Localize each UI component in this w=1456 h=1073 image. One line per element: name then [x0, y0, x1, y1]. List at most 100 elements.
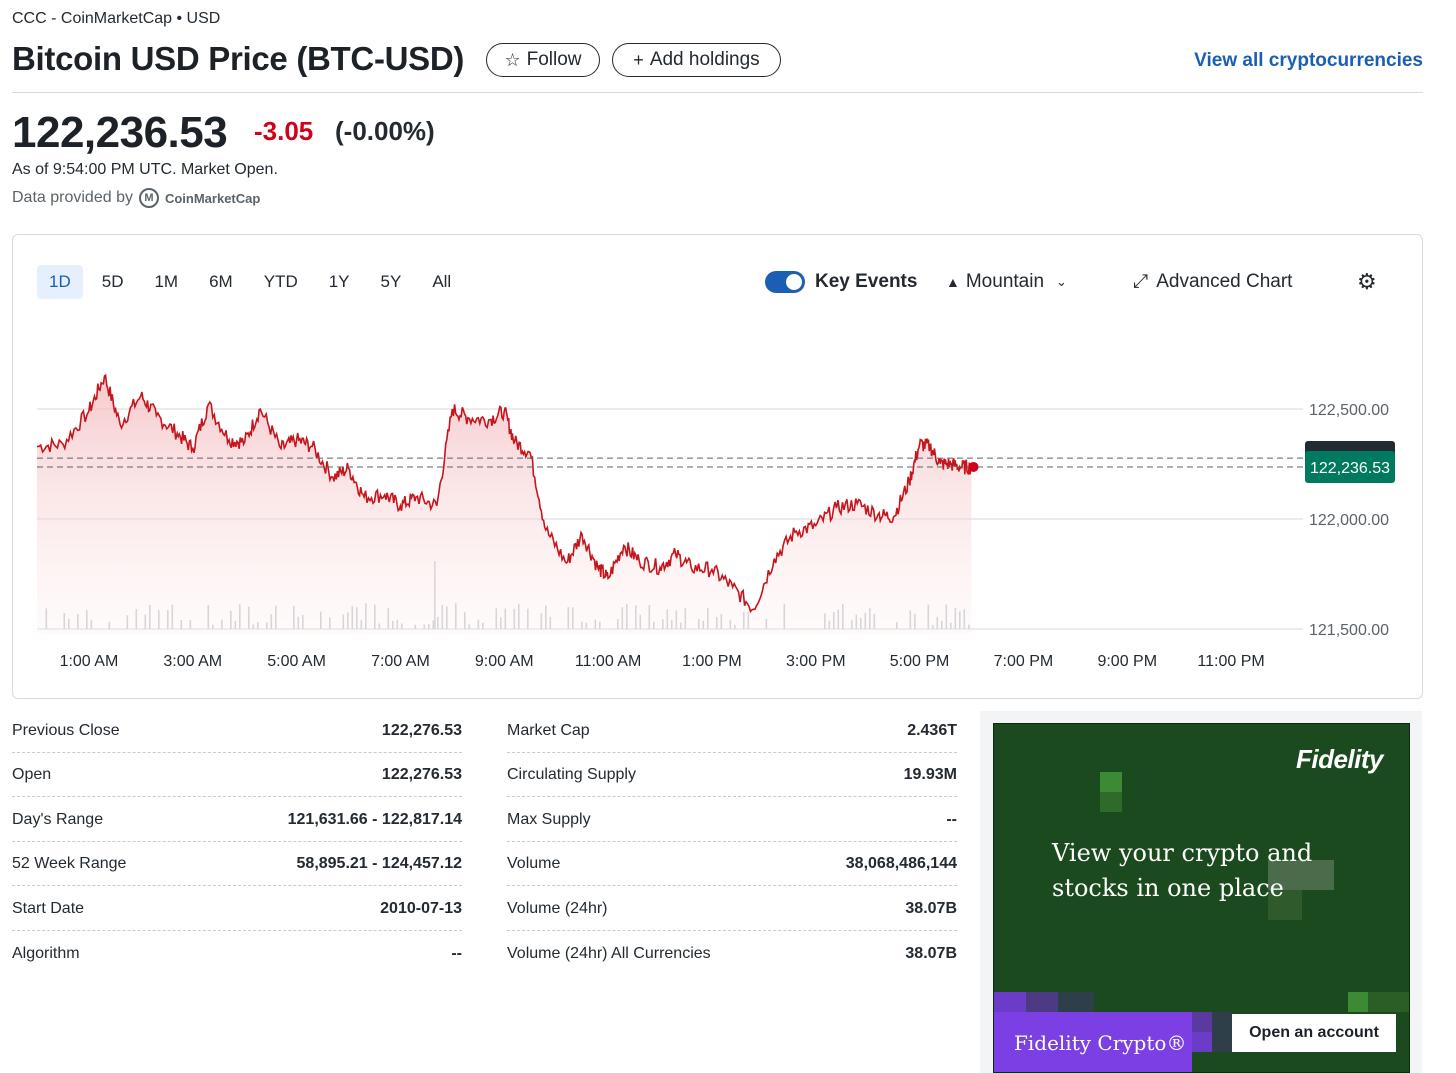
y-tick-label: 121,500.00 [1309, 622, 1389, 639]
follow-label: Follow [526, 49, 582, 70]
stat-label: Start Date [12, 899, 85, 917]
page-title: Bitcoin USD Price (BTC-USD) [12, 40, 465, 77]
x-tick-label: 7:00 PM [994, 653, 1054, 670]
provider-name: CoinMarketCap [164, 190, 261, 206]
coinmarketcap-icon: M [138, 188, 159, 208]
price-change-percent: (-0.00%) [335, 116, 435, 146]
stat-label: Volume (24hr) All Currencies [507, 944, 711, 962]
stat-label: Algorithm [12, 944, 80, 962]
stat-row: 52 Week Range 58,895.21 - 124,457.12 [12, 842, 462, 886]
as-of-time: As of 9:54:00 PM UTC. Market Open. [12, 161, 278, 178]
stat-value: 2010-07-13 [380, 899, 462, 917]
add-holdings-label: Add holdings [649, 49, 760, 70]
x-tick-label: 1:00 AM [60, 653, 119, 670]
x-tick-label: 9:00 PM [1097, 653, 1157, 670]
x-tick-label: 5:00 PM [890, 653, 950, 670]
stat-row: Start Date 2010-07-13 [12, 886, 462, 931]
price-line [37, 373, 972, 614]
stat-value: 122,276.53 [381, 721, 462, 739]
price-chart[interactable]: 122,500.00 122,000.00 121,500.00 1:00 AM 3:… [13, 315, 1422, 695]
chart-type-label: Mountain [965, 271, 1045, 292]
x-tick-label: 11:00 PM [1197, 653, 1264, 670]
stat-value: 38.07B [905, 899, 957, 917]
stat-value: 38.07B [905, 944, 957, 962]
stat-row: Volume 38,068,486,144 [507, 842, 957, 886]
stat-row: Volume (24hr) All Currencies 38.07B [507, 931, 957, 976]
add-holdings-button[interactable]: + Add holdings [612, 43, 781, 77]
x-tick-label: 3:00 PM [786, 653, 846, 670]
data-provider: Data provided by M CoinMarketCap [12, 188, 260, 208]
stat-row: Day's Range 121,631.66 - 122,817.14 [12, 797, 462, 842]
stat-value: 121,631.66 - 122,817.14 [287, 810, 462, 828]
stat-label: 52 Week Range [12, 855, 127, 873]
stat-label: Open [12, 766, 52, 784]
stat-row: Market Cap 2.436T [507, 708, 957, 753]
expand-icon: ⤢ [1133, 271, 1149, 292]
current-price-dot [968, 461, 979, 472]
stat-value: -- [946, 810, 957, 828]
y-tick-label: 122,000.00 [1309, 512, 1389, 529]
ad-headline-line1: View your crypto and [1052, 839, 1313, 867]
current-price-badge [1305, 450, 1395, 483]
range-1d[interactable]: 1D [37, 265, 83, 299]
stats-column-right: Market Cap 2.436T Circulating Supply 19.93M… [507, 708, 957, 975]
stat-label: Max Supply [507, 810, 591, 828]
stat-value: 58,895.21 - 124,457.12 [296, 855, 462, 873]
x-tick-label: 5:00 AM [267, 653, 326, 670]
ad-product-label: Fidelity Crypto® [994, 1012, 1192, 1072]
fidelity-ad[interactable]: Fidelity View your crypto and stocks in … [993, 723, 1410, 1073]
provided-by-label: Data provided by [12, 189, 133, 206]
gear-icon[interactable]: ⚙ [1357, 269, 1377, 294]
ad-headline: View your crypto and stocks in one place [1052, 836, 1312, 906]
range-5y[interactable]: 5Y [380, 272, 402, 291]
stat-value: 122,276.53 [381, 766, 462, 784]
price-area [37, 375, 972, 635]
range-selector: 1D 5D 1M 6M YTD 1Y 5Y All [37, 265, 470, 299]
stat-value: -- [451, 944, 462, 962]
plus-icon: + [633, 49, 644, 70]
chart-type-dropdown[interactable]: ▲ Mountain ⌄ [946, 271, 1067, 293]
open-account-button[interactable]: Open an account [1232, 1014, 1396, 1052]
range-all[interactable]: All [432, 272, 452, 291]
y-tick-label: 122,500.00 [1309, 402, 1389, 419]
stat-row: Volume (24hr) 38.07B [507, 886, 957, 931]
ad-headline-line2: stocks in one place [1052, 874, 1284, 902]
stat-row: Max Supply -- [507, 797, 957, 842]
mountain-icon: ▲ [946, 274, 960, 290]
range-1m[interactable]: 1M [154, 272, 179, 291]
stat-row: Open 122,276.53 [12, 753, 462, 797]
x-tick-label: 11:00 AM [575, 653, 641, 670]
stat-label: Volume [507, 855, 561, 873]
stat-value: 19.93M [903, 766, 957, 784]
stat-label: Previous Close [12, 721, 120, 739]
stat-label: Day's Range [12, 810, 104, 828]
price-change: -3.05 [254, 116, 314, 146]
x-tick-label: 3:00 AM [163, 653, 222, 670]
stat-value: 2.436T [907, 721, 957, 739]
range-6m[interactable]: 6M [209, 272, 233, 291]
stat-label: Market Cap [507, 721, 590, 739]
advanced-chart-button[interactable]: ⤢ Advanced Chart [1133, 271, 1292, 293]
follow-button[interactable]: ☆ Follow [486, 43, 600, 77]
view-all-cryptocurrencies-link[interactable]: View all cryptocurrencies [1194, 50, 1423, 71]
stat-row: Algorithm -- [12, 931, 462, 976]
ad-container: Fidelity View your crypto and stocks in … [980, 711, 1422, 1073]
range-5d[interactable]: 5D [101, 272, 124, 291]
exchange-label: CCC - CoinMarketCap • USD [12, 10, 221, 27]
header-divider [12, 92, 1423, 93]
coinmarketcap-logo[interactable]: M CoinMarketCap [138, 188, 261, 208]
current-price-badge-label: 122,236.53 [1310, 460, 1390, 477]
fidelity-logo: Fidelity [1295, 744, 1384, 774]
range-1y[interactable]: 1Y [328, 272, 350, 291]
key-events-label[interactable]: Key Events [815, 271, 918, 292]
key-events-toggle[interactable] [765, 271, 805, 293]
chevron-down-icon: ⌄ [1056, 274, 1067, 289]
stat-row: Previous Close 122,276.53 [12, 708, 462, 753]
range-ytd[interactable]: YTD [263, 272, 298, 291]
x-tick-label: 1:00 PM [682, 653, 742, 670]
stat-row: Circulating Supply 19.93M [507, 753, 957, 797]
stat-label: Circulating Supply [507, 766, 636, 784]
advanced-chart-label: Advanced Chart [1156, 271, 1293, 292]
stat-label: Volume (24hr) [507, 899, 608, 917]
x-tick-label: 9:00 AM [475, 653, 534, 670]
